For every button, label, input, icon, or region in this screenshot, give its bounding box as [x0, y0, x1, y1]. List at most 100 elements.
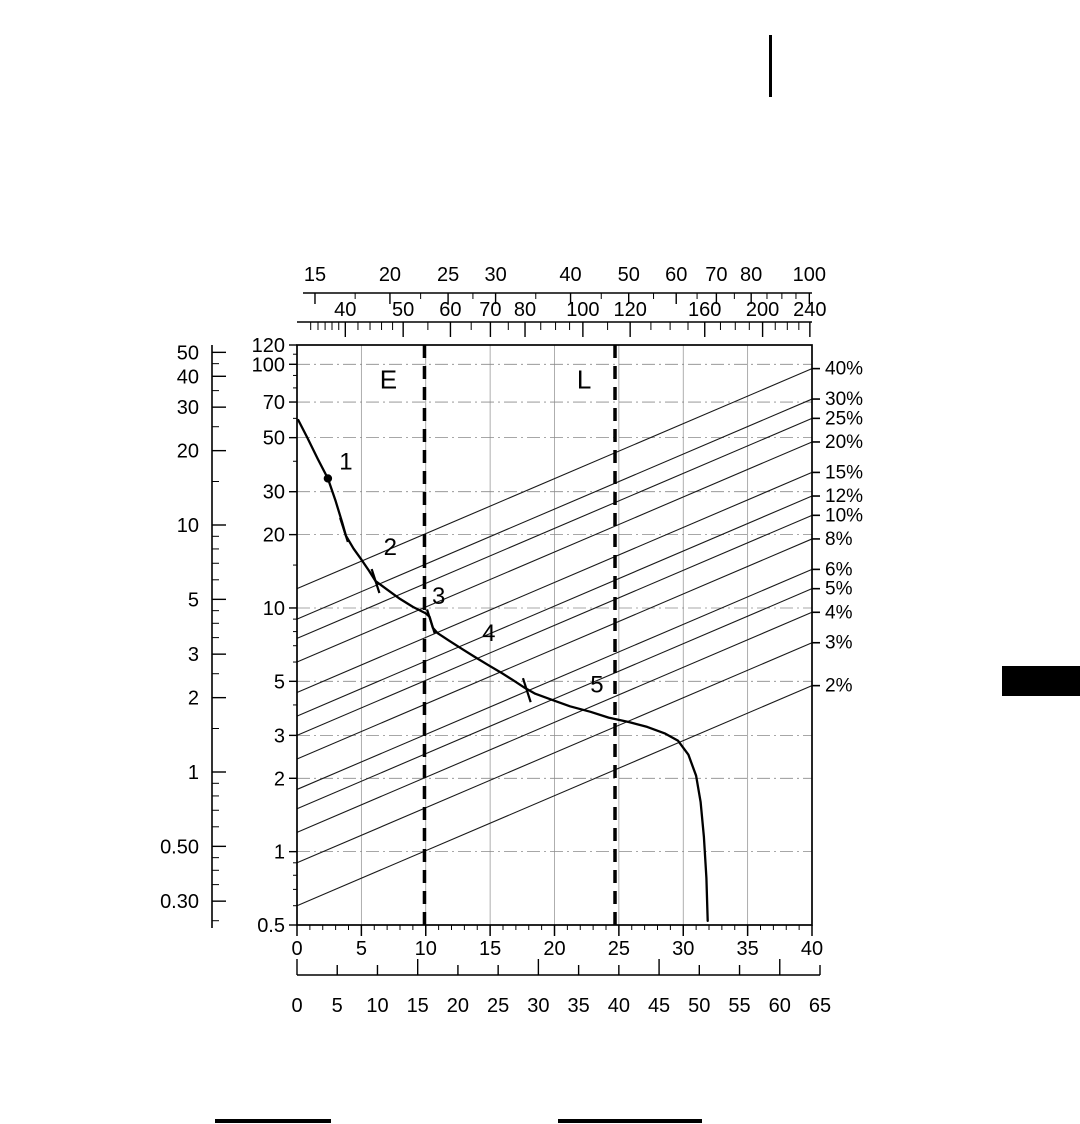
grade-line — [296, 514, 813, 736]
grade-line — [296, 538, 813, 760]
y-outer-label: 2 — [188, 688, 199, 710]
y-inner-label: 5 — [274, 671, 285, 693]
bottom-rule-left — [215, 1119, 331, 1123]
y-outer-label: 50 — [177, 342, 199, 364]
top-lower-label: 70 — [479, 299, 501, 321]
gear-change-mark — [339, 517, 349, 543]
y-outer-label: 3 — [188, 644, 199, 666]
grade-line — [296, 588, 813, 810]
grade-label: 12% — [825, 486, 863, 507]
grade-percentage-lines: 40% 30%25% 20% 15% 12%10% 8% 6%5%4% 3% 2% — [296, 359, 863, 907]
top-upper-label: 60 — [665, 264, 687, 286]
gear-label-2: 2 — [384, 534, 397, 561]
y-inner-label: 0.5 — [257, 915, 285, 937]
y-inner-label: 20 — [263, 525, 285, 547]
gear-change-mark — [370, 568, 381, 594]
reference-label-L: L — [577, 364, 591, 394]
x-inner-label: 0 — [291, 938, 302, 960]
gear-performance-curve — [297, 418, 709, 922]
gear-label-1: 1 — [339, 448, 352, 475]
y-inner-label: 3 — [274, 725, 285, 747]
gear-label-4: 4 — [482, 620, 495, 647]
grade-line — [296, 685, 813, 907]
y-outer-label: 30 — [177, 397, 199, 419]
top-lower-label: 40 — [334, 299, 356, 321]
curve-dot-marker — [323, 474, 333, 483]
grade-line — [296, 441, 813, 663]
top-upper-label: 30 — [484, 264, 506, 286]
x-outer-label: 50 — [688, 995, 710, 1017]
page-edge-tab-marker — [1002, 666, 1080, 696]
top-upper-label: 20 — [379, 264, 401, 286]
grade-label: 10% — [825, 505, 863, 526]
top-upper-label: 50 — [618, 264, 640, 286]
x-outer-label: 5 — [332, 995, 343, 1017]
grade-line — [296, 495, 813, 717]
x-outer-label: 55 — [728, 995, 750, 1017]
x-outer-label: 40 — [608, 995, 630, 1017]
y-inner-label: 120 — [252, 335, 285, 357]
x-inner-label: 40 — [801, 938, 823, 960]
x-inner-label: 10 — [415, 938, 437, 960]
reference-label-E: E — [380, 364, 397, 394]
top-upper-label: 100 — [793, 264, 826, 286]
top-lower-label: 120 — [613, 299, 646, 321]
x-inner-label: 5 — [356, 938, 367, 960]
x-outer-label: 30 — [527, 995, 549, 1017]
curve-and-ref-labels: E L 1 2 3 4 5 — [339, 364, 603, 698]
gear-label-3: 3 — [432, 583, 445, 610]
top-right-rule — [769, 35, 772, 97]
grade-label: 5% — [825, 579, 853, 600]
x-inner-label: 25 — [608, 938, 630, 960]
y-inner-label: 50 — [263, 428, 285, 450]
bottom-rule-right — [558, 1119, 702, 1123]
y-outer-label: 0.30 — [160, 891, 199, 913]
x-outer-label: 60 — [769, 995, 791, 1017]
top-lower-label: 100 — [566, 299, 599, 321]
grade-label: 2% — [825, 676, 853, 697]
top-lower-label: 240 — [793, 299, 826, 321]
x-outer-label: 10 — [366, 995, 388, 1017]
grade-label: 30% — [825, 389, 863, 410]
top-upper-label: 15 — [304, 264, 326, 286]
gear-label-5: 5 — [590, 672, 603, 699]
top-upper-label: 40 — [559, 264, 581, 286]
top-lower-label: 80 — [514, 299, 536, 321]
grade-line — [296, 398, 813, 620]
y-outer-label: 0.50 — [160, 836, 199, 858]
gear-curve-line — [297, 418, 709, 922]
x-outer-label: 20 — [447, 995, 469, 1017]
x-outer-label: 25 — [487, 995, 509, 1017]
y-outer-label: 20 — [177, 441, 199, 463]
x-outer-label: 15 — [407, 995, 429, 1017]
top-upper-label: 70 — [705, 264, 727, 286]
y-inner-label: 1 — [274, 842, 285, 864]
y-outer-label: 40 — [177, 366, 199, 388]
top-upper-label: 80 — [740, 264, 762, 286]
grade-label: 8% — [825, 529, 853, 550]
grade-label: 3% — [825, 633, 853, 654]
top-lower-label: 60 — [439, 299, 461, 321]
x-inner-label: 35 — [737, 938, 759, 960]
y-outer-label: 5 — [188, 589, 199, 611]
grade-line — [296, 417, 813, 639]
grade-line — [296, 368, 813, 590]
x-outer-label: 35 — [567, 995, 589, 1017]
grade-line — [296, 471, 813, 693]
top-lower-label: 160 — [688, 299, 721, 321]
top-lower-label: 200 — [746, 299, 779, 321]
y-outer-label: 10 — [177, 515, 199, 537]
grade-label: 40% — [825, 359, 863, 380]
gear-change-mark — [425, 609, 436, 634]
grade-label: 25% — [825, 408, 863, 429]
x-outer-label: 65 — [809, 995, 831, 1017]
top-lower-label: 50 — [392, 299, 414, 321]
y-inner-label: 2 — [274, 768, 285, 790]
grade-label: 6% — [825, 559, 853, 580]
grade-line — [296, 568, 813, 790]
grade-label: 15% — [825, 462, 863, 483]
reference-lines-E-L — [422, 345, 617, 925]
